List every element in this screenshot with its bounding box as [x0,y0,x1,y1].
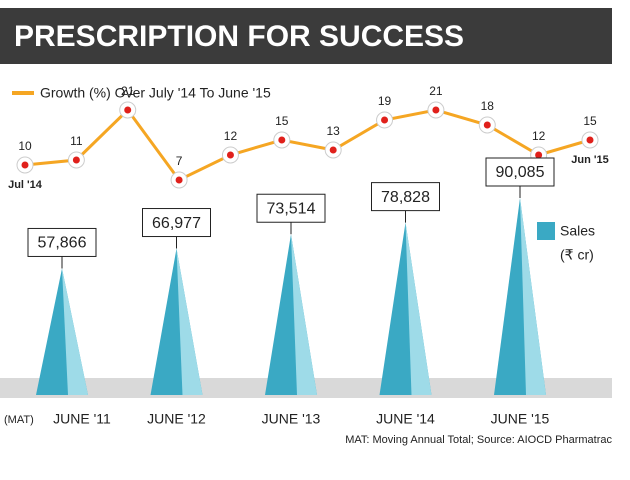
growth-dot [329,146,337,154]
pyramid-shade [520,198,546,395]
growth-dot [535,151,543,159]
growth-dot [432,106,440,114]
pyramid-shade [291,234,317,395]
growth-dot [124,106,132,114]
growth-dot [586,136,594,144]
data-label: 13 [327,124,341,138]
data-label: 57,866 [38,235,87,252]
label-box [27,227,97,257]
x-tick-label: Jun '15 [571,154,608,166]
data-label: 73,514 [267,200,316,217]
x-tick-label: JUNE '14 [376,411,435,427]
data-label: 12 [532,129,546,143]
data-label: 11 [70,134,83,148]
legend-unit: (₹ cr) [560,247,594,263]
legend-label: Growth (%) Over July '14 To June '15 [40,85,271,101]
pyramid-shade [62,268,88,395]
title-banner [0,8,612,64]
growth-dot [278,136,286,144]
legend-swatch [537,222,555,240]
chart-title: PRESCRIPTION FOR SUCCESS [14,20,464,53]
data-label: 12 [224,129,238,143]
data-label: 18 [481,99,495,113]
x-tick-label: JUNE '11 [53,411,111,427]
pyramid-shade [405,222,432,395]
data-label: 10 [18,139,32,153]
growth-dot [226,151,234,159]
data-label: 7 [176,154,183,168]
growth-line [24,107,591,182]
pyramid-shade [176,248,203,395]
x-tick-label: JUNE '15 [491,411,550,427]
data-label: 90,085 [496,164,545,181]
data-label: 19 [378,94,392,108]
data-label: 21 [121,84,135,98]
x-tick-label: JUNE '12 [147,411,206,427]
data-label: 21 [429,84,443,98]
legend-label: Sales [560,223,595,239]
growth-dot [21,161,29,169]
data-label: 15 [275,114,289,128]
label-box [485,157,555,187]
growth-dot [381,116,389,124]
growth-dot [72,156,80,164]
x-tick-label: JUNE '13 [262,411,321,427]
growth-dot [175,176,183,184]
axis-prefix: (MAT) [4,414,34,426]
x-tick-label: Jul '14 [8,179,43,191]
footnote: MAT: Moving Annual Total; Source: AIOCD … [345,434,612,446]
data-label: 15 [583,114,597,128]
data-label: 66,977 [152,215,201,232]
label-box [256,193,326,223]
data-label: 78,828 [381,189,430,206]
growth-dot [483,121,491,129]
